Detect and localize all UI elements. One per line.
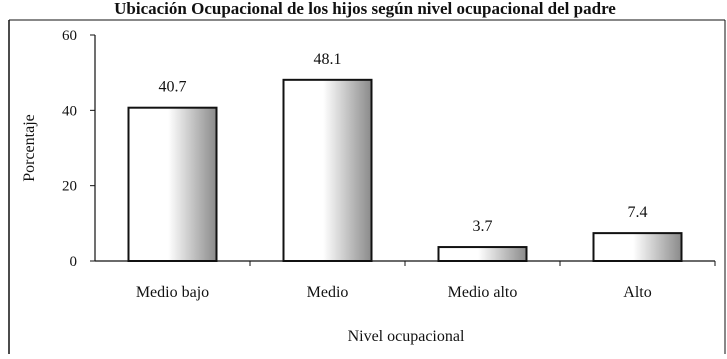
- chart-title: Ubicación Ocupacional de los hijos según…: [114, 0, 616, 18]
- data-label: 7.4: [628, 204, 648, 221]
- bar: [129, 108, 217, 261]
- bar: [594, 233, 682, 261]
- plot-area: 0 20 40 60 40.7 Medio bajo 48.1 Medio 3.7 Medio a…: [62, 28, 715, 301]
- category-label: Alto: [623, 284, 651, 301]
- data-label: 48.1: [314, 51, 342, 68]
- category-label: Medio bajo: [136, 284, 209, 301]
- y-axis-label: Porcentaje: [21, 114, 38, 182]
- x-axis-label: Nivel ocupacional: [348, 328, 465, 345]
- data-label: 3.7: [473, 218, 493, 235]
- y-tick-label: 60: [62, 28, 77, 44]
- bar: [439, 247, 527, 261]
- category-label: Medio alto: [448, 284, 518, 301]
- bar: [284, 80, 372, 261]
- data-label: 40.7: [159, 79, 187, 96]
- y-tick-label: 40: [62, 103, 77, 119]
- y-tick-label: 20: [62, 179, 77, 195]
- y-tick-label: 0: [70, 254, 78, 270]
- category-label: Medio: [307, 284, 349, 301]
